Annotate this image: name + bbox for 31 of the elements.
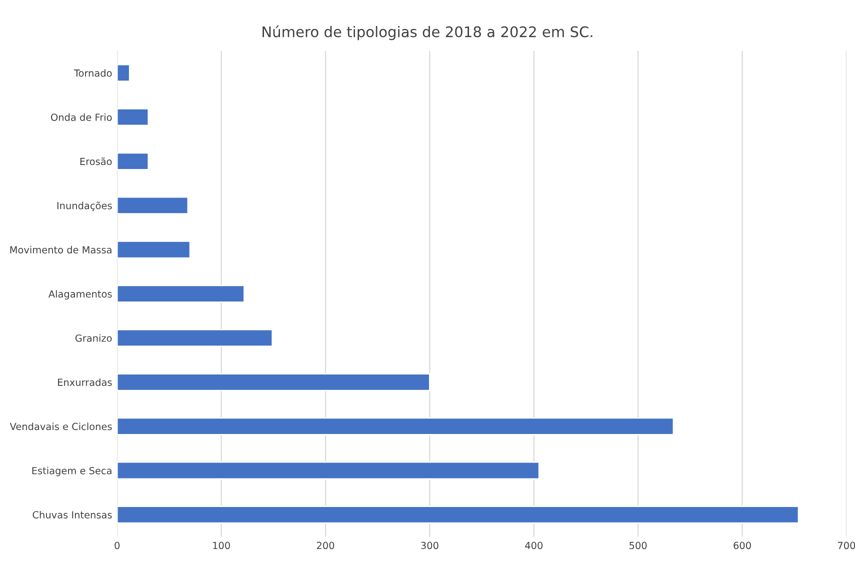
y-tick-label: Estiagem e Seca — [32, 466, 112, 476]
x-tick-label: 700 — [838, 542, 855, 550]
bar — [117, 196, 189, 215]
bar — [117, 328, 274, 348]
bar — [117, 64, 130, 82]
x-tick-label: 200 — [316, 542, 334, 550]
y-tick-label: Granizo — [75, 334, 112, 342]
y-tick-label: Erosão — [80, 157, 112, 166]
y-tick-label: Tornado — [74, 69, 112, 77]
x-tick-label: 0 — [114, 542, 120, 550]
y-tick-label: Enxurradas — [58, 378, 112, 386]
x-tick-label: 400 — [525, 542, 543, 550]
x-tick-label: 300 — [421, 542, 438, 550]
bar — [117, 506, 800, 524]
x-tick-label: 100 — [213, 542, 230, 550]
y-tick-label: Onda de Frio — [51, 113, 112, 121]
y-tick-label: Alagamentos — [48, 290, 112, 300]
y-tick-label: Inundações — [57, 202, 112, 212]
bar — [117, 284, 245, 303]
y-tick-label: Movimento de Massa — [10, 246, 112, 254]
bar — [117, 108, 150, 126]
bar — [117, 152, 150, 170]
bar — [117, 461, 540, 480]
bar — [117, 240, 191, 259]
x-tick-label: 600 — [734, 542, 751, 550]
bar — [117, 417, 674, 436]
y-tick-label: Chuvas Intensas — [32, 510, 112, 518]
bar — [117, 373, 430, 392]
y-tick-label: Vendavais e Ciclones — [10, 422, 112, 430]
x-tick-label: 500 — [630, 542, 647, 550]
chart-title: Número de tipologias de 2018 a 2022 em SC. — [262, 25, 592, 40]
